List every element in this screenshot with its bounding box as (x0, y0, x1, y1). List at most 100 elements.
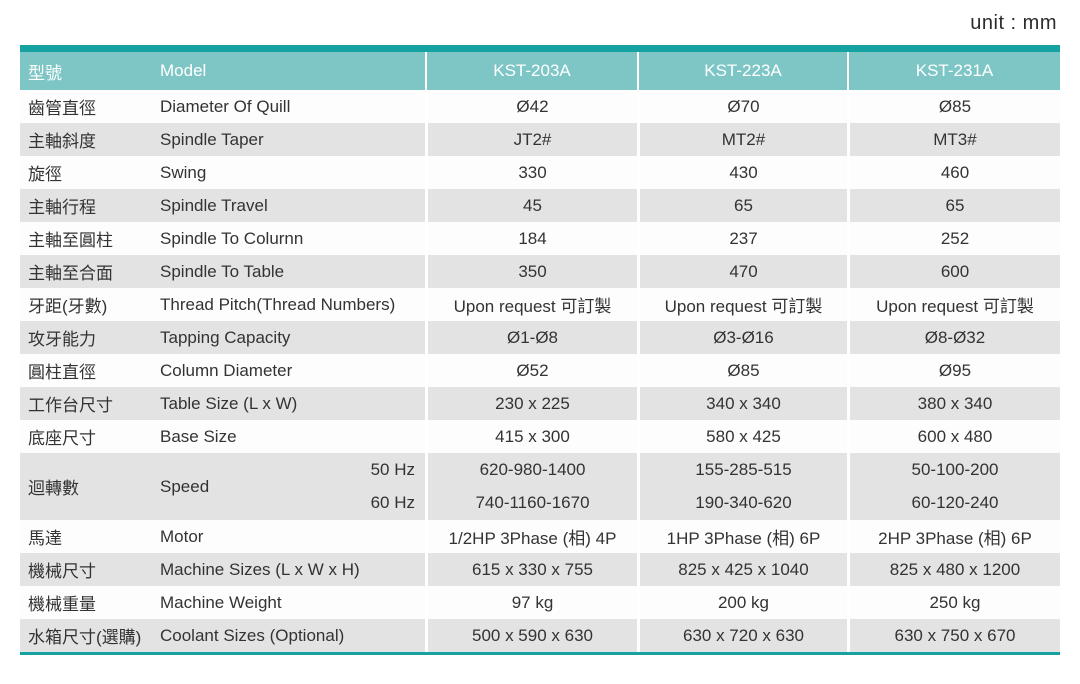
spec-table: 型號 Model KST-203A KST-223A KST-231A 齒管直徑… (20, 45, 1060, 655)
cell-value: 184 (425, 222, 637, 255)
cell-value: JT2# (425, 123, 637, 156)
table-row-tapping-capacity: 攻牙能力 Tapping Capacity Ø1-Ø8 Ø3-Ø16 Ø8-Ø3… (20, 321, 1060, 354)
row-label-en: Spindle To Table (160, 261, 285, 281)
cell-value: 600 x 480 (847, 420, 1060, 453)
cell-value: 615 x 330 x 755 (425, 553, 637, 586)
cell-value: Upon request 可訂製 (637, 288, 847, 321)
row-label-en: Table Size (L x W) (160, 393, 298, 413)
cell-value: Ø52 (425, 354, 637, 387)
row-label-zh: 圓柱直徑 (28, 363, 96, 382)
speed-50hz-value: 155-285-515 (695, 459, 792, 479)
row-label-en: Coolant Sizes (Optional) (160, 625, 345, 645)
speed-50hz-value: 50-100-200 (911, 459, 999, 479)
cell-value: 237 (637, 222, 847, 255)
freq-50hz-label: 50 Hz (370, 459, 415, 479)
row-label-en: Speed 50 Hz 60 Hz (150, 453, 425, 520)
cell-value: 380 x 340 (847, 387, 1060, 420)
cell-value: 825 x 480 x 1200 (847, 553, 1060, 586)
row-label-zh: 馬達 (28, 529, 62, 548)
cell-value: 630 x 720 x 630 (637, 619, 847, 652)
cell-value: 200 kg (637, 586, 847, 619)
cell-value: 500 x 590 x 630 (425, 619, 637, 652)
cell-value: 350 (425, 255, 637, 288)
row-label-zh: 底座尺寸 (28, 429, 96, 448)
row-label-zh: 迴轉數 (28, 479, 79, 498)
header-model-kst223a: KST-223A (637, 52, 847, 90)
cell-value: 825 x 425 x 1040 (637, 553, 847, 586)
cell-value-speed: 50-100-200 60-120-240 (847, 453, 1060, 520)
table-row-swing: 旋徑 Swing 330 430 460 (20, 156, 1060, 189)
cell-value: Ø3-Ø16 (637, 321, 847, 354)
cell-value: Ø85 (847, 90, 1060, 123)
row-label-en: Spindle Travel (160, 195, 268, 215)
table-row-machine-sizes: 機械尺寸 Machine Sizes (L x W x H) 615 x 330… (20, 553, 1060, 586)
cell-value: 1HP 3Phase (相) 6P (637, 520, 847, 553)
table-top-accent-bar (20, 45, 1060, 52)
row-label-zh: 機械重量 (28, 595, 96, 614)
row-label-en: Machine Weight (160, 592, 282, 612)
table-row-column-diameter: 圓柱直徑 Column Diameter Ø52 Ø85 Ø95 (20, 354, 1060, 387)
cell-value: 460 (847, 156, 1060, 189)
cell-value: 65 (847, 189, 1060, 222)
row-label-zh: 攻牙能力 (28, 330, 96, 349)
cell-value: Ø95 (847, 354, 1060, 387)
row-label-zh: 主軸至圓柱 (28, 231, 113, 250)
row-label-zh: 主軸斜度 (28, 132, 96, 151)
cell-value: 45 (425, 189, 637, 222)
table-row-spindle-to-table: 主軸至合面 Spindle To Table 350 470 600 (20, 255, 1060, 288)
cell-value: 230 x 225 (425, 387, 637, 420)
row-label-zh: 水箱尺寸(選購) (28, 628, 142, 647)
row-label-en: Spindle Taper (160, 129, 264, 149)
table-header-row: 型號 Model KST-203A KST-223A KST-231A (20, 52, 1060, 90)
cell-value-speed: 620-980-1400 740-1160-1670 (425, 453, 637, 520)
cell-value: 470 (637, 255, 847, 288)
row-label-zh: 牙距(牙數) (28, 297, 108, 316)
table-row-base-size: 底座尺寸 Base Size 415 x 300 580 x 425 600 x… (20, 420, 1060, 453)
row-label-zh: 旋徑 (28, 165, 62, 184)
row-label-en: Motor (160, 526, 204, 546)
row-label-en: Thread Pitch(Thread Numbers) (160, 294, 396, 314)
cell-value: 1/2HP 3Phase (相) 4P (425, 520, 637, 553)
header-model-en: Model (160, 61, 207, 80)
row-label-en: Column Diameter (160, 360, 293, 380)
cell-value: 600 (847, 255, 1060, 288)
table-row-coolant-sizes: 水箱尺寸(選購) Coolant Sizes (Optional) 500 x … (20, 619, 1060, 652)
cell-value: Ø85 (637, 354, 847, 387)
table-row-spindle-travel: 主軸行程 Spindle Travel 45 65 65 (20, 189, 1060, 222)
cell-value: 65 (637, 189, 847, 222)
cell-value: 250 kg (847, 586, 1060, 619)
cell-value: 252 (847, 222, 1060, 255)
cell-value: Upon request 可訂製 (847, 288, 1060, 321)
speed-50hz-value: 620-980-1400 (479, 459, 586, 479)
cell-value: Ø70 (637, 90, 847, 123)
table-row-table-size: 工作台尺寸 Table Size (L x W) 230 x 225 340 x… (20, 387, 1060, 420)
cell-value: 330 (425, 156, 637, 189)
cell-value-speed: 155-285-515 190-340-620 (637, 453, 847, 520)
row-label-zh: 主軸至合面 (28, 264, 113, 283)
table-row-spindle-taper: 主軸斜度 Spindle Taper JT2# MT2# MT3# (20, 123, 1060, 156)
freq-60hz-label: 60 Hz (370, 493, 415, 513)
speed-label: Speed (160, 476, 210, 496)
cell-value: 415 x 300 (425, 420, 637, 453)
cell-value: Upon request 可訂製 (425, 288, 637, 321)
cell-value: 97 kg (425, 586, 637, 619)
cell-value: 340 x 340 (637, 387, 847, 420)
frequency-labels: 50 Hz 60 Hz (371, 453, 415, 520)
row-label-en: Swing (160, 162, 207, 182)
speed-60hz-value: 60-120-240 (911, 493, 999, 513)
unit-label: unit : mm (970, 12, 1057, 34)
cell-value: MT3# (847, 123, 1060, 156)
cell-value: 2HP 3Phase (相) 6P (847, 520, 1060, 553)
row-label-zh: 主軸行程 (28, 198, 96, 217)
table-row-thread-pitch: 牙距(牙數) Thread Pitch(Thread Numbers) Upon… (20, 288, 1060, 321)
row-label-en: Diameter Of Quill (160, 96, 291, 116)
row-label-zh: 齒管直徑 (28, 99, 96, 118)
table-row-quill-diameter: 齒管直徑 Diameter Of Quill Ø42 Ø70 Ø85 (20, 90, 1060, 123)
header-model-kst231a: KST-231A (847, 52, 1060, 90)
cell-value: MT2# (637, 123, 847, 156)
row-label-en: Machine Sizes (L x W x H) (160, 559, 360, 579)
cell-value: 630 x 750 x 670 (847, 619, 1060, 652)
header-model-kst203a: KST-203A (425, 52, 637, 90)
cell-value: 430 (637, 156, 847, 189)
cell-value: Ø1-Ø8 (425, 321, 637, 354)
